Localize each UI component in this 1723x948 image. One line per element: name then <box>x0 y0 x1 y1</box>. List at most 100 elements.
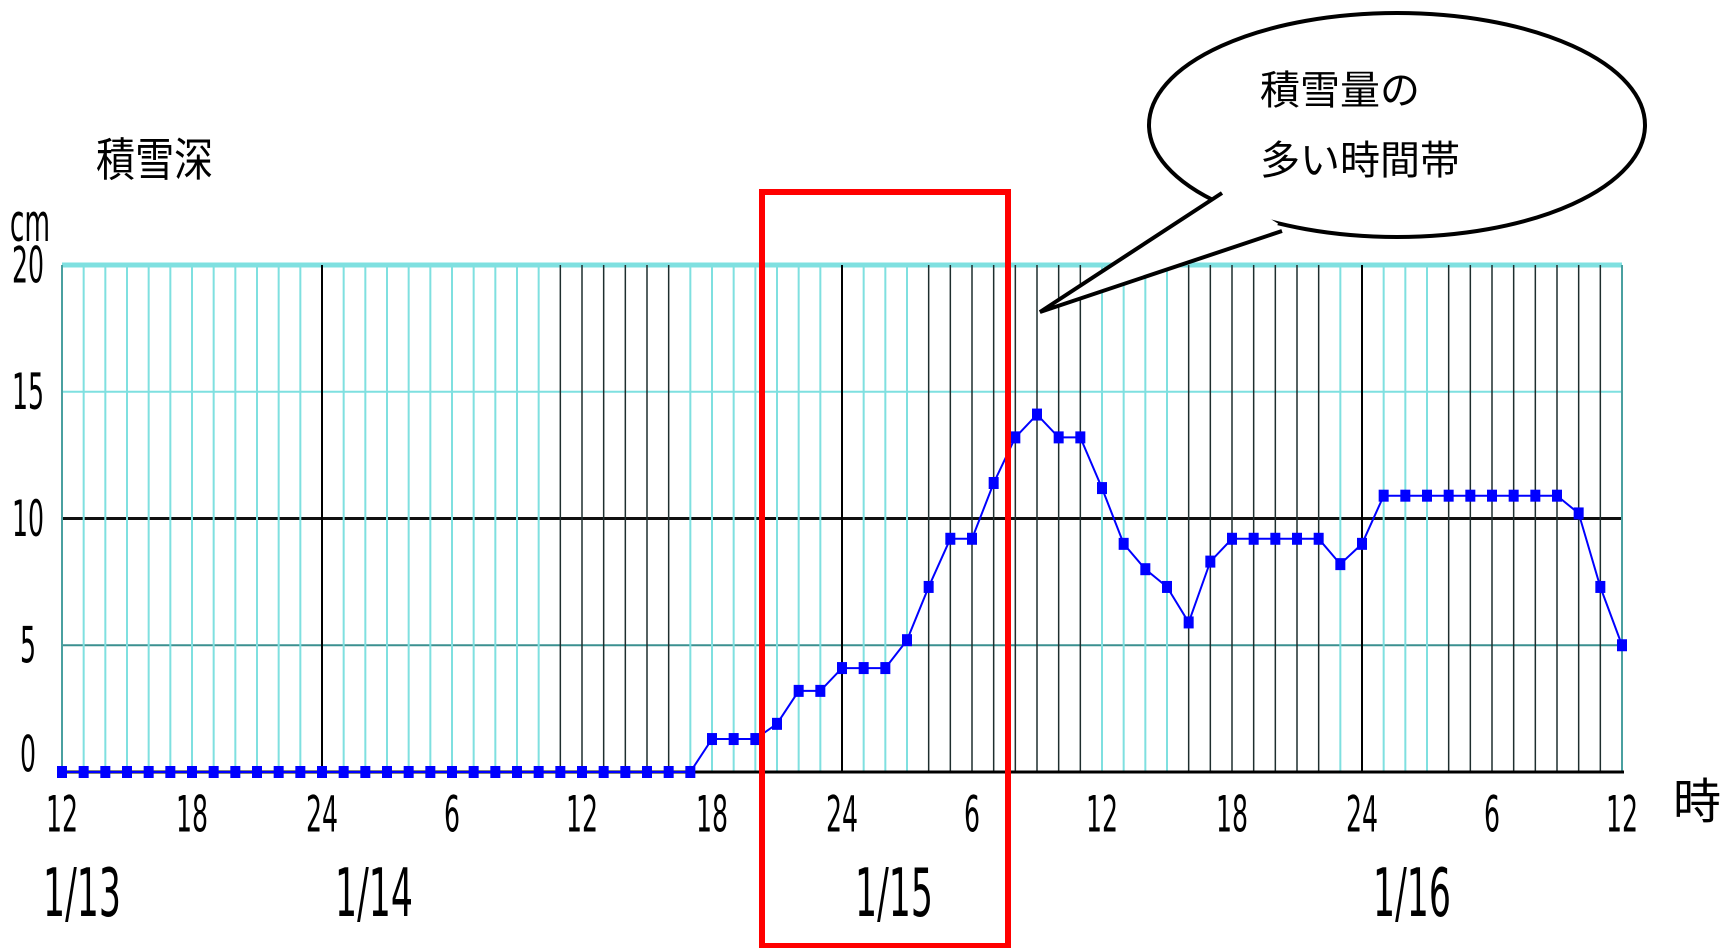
data-point <box>317 766 327 778</box>
data-point <box>57 766 67 778</box>
data-point <box>967 532 977 545</box>
data-point <box>1617 639 1627 652</box>
data-point <box>815 684 826 697</box>
data-point <box>1357 537 1367 550</box>
data-point <box>425 766 436 778</box>
data-point <box>1270 532 1281 545</box>
data-point <box>447 766 457 778</box>
data-point <box>1032 408 1042 421</box>
y-tick-label: 0 <box>20 725 36 784</box>
data-point <box>858 662 869 675</box>
y-tick-label: 5 <box>20 616 36 675</box>
data-point <box>533 766 544 778</box>
data-point <box>1595 580 1606 593</box>
tick-labels: 0 5 10 15 20 12 18 24 6 12 18 24 6 12 18 24 6 12 積雪深 cm 時 1/1… <box>10 134 1721 932</box>
data-point <box>1573 507 1584 520</box>
data-point <box>577 766 587 778</box>
data-point <box>1400 489 1411 502</box>
date-label: 1/14 <box>335 853 413 932</box>
x-tick-label: 24 <box>826 785 858 844</box>
data-point <box>793 684 804 697</box>
data-point <box>620 766 631 778</box>
x-axis-unit: 時 <box>1673 774 1721 830</box>
data-point <box>1465 489 1476 502</box>
data-point <box>1552 489 1562 502</box>
data-point <box>707 733 717 746</box>
data-point <box>208 766 219 778</box>
data-point <box>295 766 306 778</box>
data-point <box>1183 616 1194 629</box>
series-layer <box>57 408 1627 778</box>
data-point <box>772 717 782 730</box>
data-point <box>468 766 479 778</box>
data-point <box>1487 489 1497 502</box>
data-point <box>555 766 566 778</box>
callout-line-1: 積雪量の <box>1260 68 1420 114</box>
data-point <box>1292 532 1302 545</box>
data-point <box>382 766 392 778</box>
data-point <box>1097 482 1107 495</box>
data-point <box>143 766 154 778</box>
x-tick-label: 6 <box>964 785 980 844</box>
data-point <box>1248 532 1259 545</box>
callout-line-2: 多い時間帯 <box>1260 138 1460 184</box>
data-point <box>1053 431 1064 444</box>
y-axis-unit: cm <box>10 192 50 254</box>
x-tick-label: 24 <box>1346 785 1378 844</box>
data-point <box>512 766 522 778</box>
data-point <box>663 766 674 778</box>
date-label: 1/16 <box>1373 853 1451 932</box>
data-point <box>273 766 284 778</box>
x-tick-label: 12 <box>566 785 598 844</box>
data-point <box>1140 563 1151 576</box>
data-point <box>837 662 847 675</box>
highlight-box <box>759 189 1011 948</box>
y-tick-label: 20 <box>12 236 44 295</box>
data-point <box>880 662 891 675</box>
y-axis-title: 積雪深 <box>96 134 213 188</box>
data-point <box>1378 489 1389 502</box>
data-point <box>100 766 111 778</box>
data-point <box>403 766 414 778</box>
x-tick-label: 18 <box>176 785 208 844</box>
data-point <box>750 733 761 746</box>
x-tick-label: 18 <box>696 785 728 844</box>
data-point <box>1227 532 1237 545</box>
callout-tail <box>1038 191 1283 314</box>
data-point <box>78 766 89 778</box>
data-point <box>1162 580 1172 593</box>
x-tick-label: 24 <box>306 785 338 844</box>
callout-bubble <box>1147 11 1647 239</box>
data-point <box>122 766 132 778</box>
data-point <box>1422 489 1432 502</box>
data-point <box>1530 489 1541 502</box>
data-point <box>360 766 371 778</box>
data-point <box>598 766 609 778</box>
data-point <box>685 766 696 778</box>
date-label: 1/15 <box>855 853 933 932</box>
x-tick-label: 6 <box>444 785 460 844</box>
data-point <box>1313 532 1324 545</box>
data-point <box>490 766 501 778</box>
y-tick-label: 10 <box>12 489 44 548</box>
data-point <box>1205 555 1216 568</box>
data-point <box>338 766 349 778</box>
data-point <box>902 634 912 647</box>
data-point <box>230 766 241 778</box>
x-tick-label: 12 <box>1086 785 1118 844</box>
data-point <box>1508 489 1519 502</box>
data-point <box>165 766 176 778</box>
data-point <box>1118 537 1129 550</box>
x-tick-label: 18 <box>1216 785 1248 844</box>
x-tick-label: 12 <box>1606 785 1638 844</box>
data-point <box>1335 558 1346 571</box>
x-tick-label: 6 <box>1484 785 1500 844</box>
callout-seam <box>1223 192 1279 231</box>
data-point <box>187 766 197 778</box>
data-point <box>1010 431 1021 444</box>
data-point <box>642 766 652 778</box>
date-label: 1/13 <box>43 853 121 932</box>
